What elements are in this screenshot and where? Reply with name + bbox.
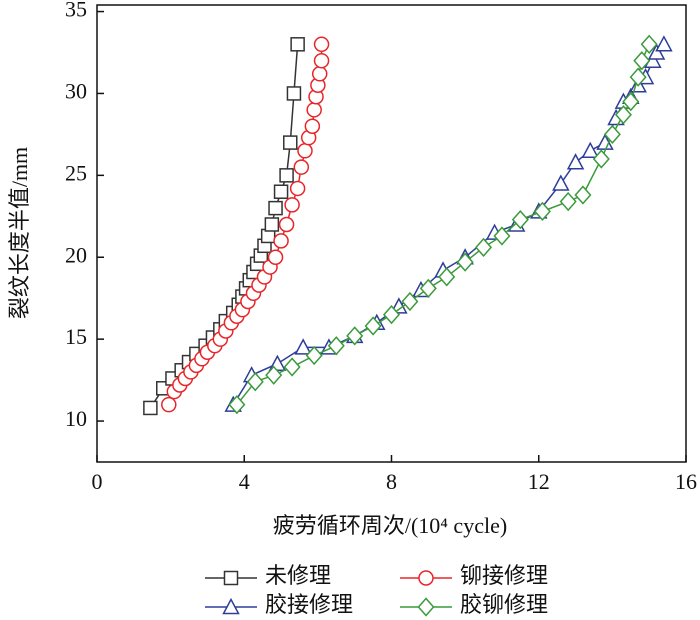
x-tick-label: 8 [386, 469, 397, 494]
diamond-marker [574, 185, 592, 205]
triangle-marker [581, 141, 600, 159]
circle-marker [267, 249, 284, 266]
circle-marker [278, 216, 295, 233]
legend-label: 铆接修理 [460, 563, 548, 588]
circle-marker [311, 66, 328, 82]
square-marker [264, 217, 280, 232]
circle-marker [313, 52, 330, 69]
plot-frame [96, 4, 687, 463]
x-tick-label: 16 [675, 469, 697, 494]
diamond-marker [265, 365, 283, 385]
diamond-marker [622, 92, 640, 112]
diamond-marker [475, 237, 493, 258]
diamond-marker [305, 345, 323, 366]
diamond-marker [382, 304, 401, 325]
square-marker [279, 168, 294, 183]
legend-marker [223, 570, 239, 586]
y-tick-label: 15 [65, 324, 87, 349]
y-tick-label: 10 [65, 406, 87, 431]
square-marker [286, 86, 302, 101]
diamond-marker [614, 105, 632, 125]
circle-marker [273, 233, 289, 249]
diamond-marker [511, 209, 529, 230]
circle-marker [306, 102, 322, 118]
square-marker [283, 135, 298, 150]
diamond-marker [438, 267, 456, 287]
diamond-marker [640, 34, 658, 54]
diamond-marker [533, 201, 551, 222]
circle-marker [304, 118, 321, 134]
triangle-marker [566, 153, 585, 170]
diamond-marker [629, 67, 647, 87]
triangle-marker [294, 338, 312, 355]
square-marker [268, 200, 283, 216]
legend-label: 胶接修理 [265, 592, 353, 617]
y-tick-label: 25 [65, 160, 87, 185]
triangle-marker [647, 43, 666, 60]
diamond-marker [559, 191, 577, 212]
triangle-marker [655, 35, 673, 52]
diamond-marker [228, 395, 246, 415]
legend-marker [418, 570, 434, 586]
y-tick-label: 30 [65, 78, 87, 103]
x-axis-label: 疲劳循环周次/(10⁴ cycle) [273, 513, 507, 538]
circle-marker [284, 197, 300, 213]
diamond-marker [346, 326, 364, 346]
legend-marker [222, 597, 240, 615]
x-tick-label: 12 [528, 469, 550, 494]
circle-marker [293, 159, 310, 175]
diamond-marker [246, 372, 264, 392]
circle-marker [161, 396, 177, 413]
legend-label: 未修理 [265, 563, 331, 588]
circle-marker [313, 36, 330, 53]
square-marker [143, 400, 158, 416]
square-marker [273, 184, 289, 199]
y-axis-label: 裂纹长度半值/mm [7, 147, 32, 319]
circle-marker [297, 143, 313, 159]
diamond-marker [327, 336, 345, 356]
diamond-marker [364, 316, 382, 336]
diamond-marker [283, 357, 301, 377]
x-tick-label: 0 [92, 469, 103, 494]
diamond-marker [633, 51, 651, 71]
circle-marker [289, 180, 306, 197]
legend-label: 胶铆修理 [460, 592, 548, 617]
y-tick-label: 35 [65, 0, 87, 22]
x-tick-label: 4 [239, 469, 250, 494]
diamond-marker [419, 278, 437, 299]
diamond-marker [592, 149, 610, 169]
legend-marker [417, 597, 435, 617]
square-marker [290, 37, 305, 52]
diamond-marker [401, 291, 419, 312]
diamond-marker [603, 124, 621, 145]
diamond-marker [456, 252, 474, 272]
diamond-marker [493, 226, 511, 246]
y-tick-label: 20 [65, 242, 87, 267]
triangle-marker [552, 174, 570, 191]
